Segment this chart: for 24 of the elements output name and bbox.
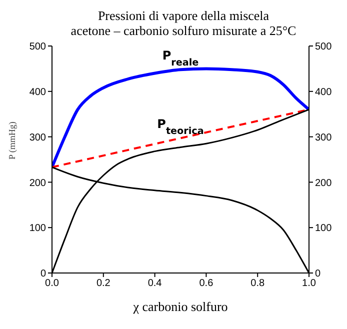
y2-tick-label: 400 bbox=[315, 86, 332, 98]
x-tick-label: 0.0 bbox=[45, 278, 60, 290]
y2-tick-label: 100 bbox=[315, 223, 332, 234]
series-label: P$_{teorica}$ bbox=[157, 117, 204, 137]
y-tick-label: 300 bbox=[29, 132, 46, 144]
x-tick-label: 0.8 bbox=[250, 278, 265, 290]
y-tick-label: 100 bbox=[29, 223, 46, 234]
y2-tick-label: 200 bbox=[315, 178, 332, 189]
y-tick-label: 400 bbox=[29, 86, 46, 98]
y2-tick-label: 500 bbox=[315, 42, 332, 53]
series-label: P$_{reale}$ bbox=[162, 48, 200, 68]
y2-tick-label: 0 bbox=[315, 268, 321, 280]
y-tick-label: 200 bbox=[29, 178, 46, 189]
y-tick-label: 0 bbox=[40, 268, 46, 280]
chart-title: Pressioni di vapore della miscela acetone – carbonio solfuro misurate a 25°C bbox=[70, 8, 298, 38]
x-tick-label: 0.6 bbox=[199, 278, 214, 290]
x-tick-label: 1.0 bbox=[302, 278, 316, 290]
y-tick-label: 500 bbox=[29, 42, 46, 53]
x-axis-title: χ carbonio solfuro bbox=[132, 299, 228, 314]
y-axis-title: P (mmHg) bbox=[7, 122, 18, 160]
y2-tick-label: 300 bbox=[315, 132, 332, 144]
x-tick-label: 0.4 bbox=[148, 278, 162, 290]
x-tick-label: 0.2 bbox=[96, 278, 111, 290]
line-series bbox=[52, 67, 309, 169]
